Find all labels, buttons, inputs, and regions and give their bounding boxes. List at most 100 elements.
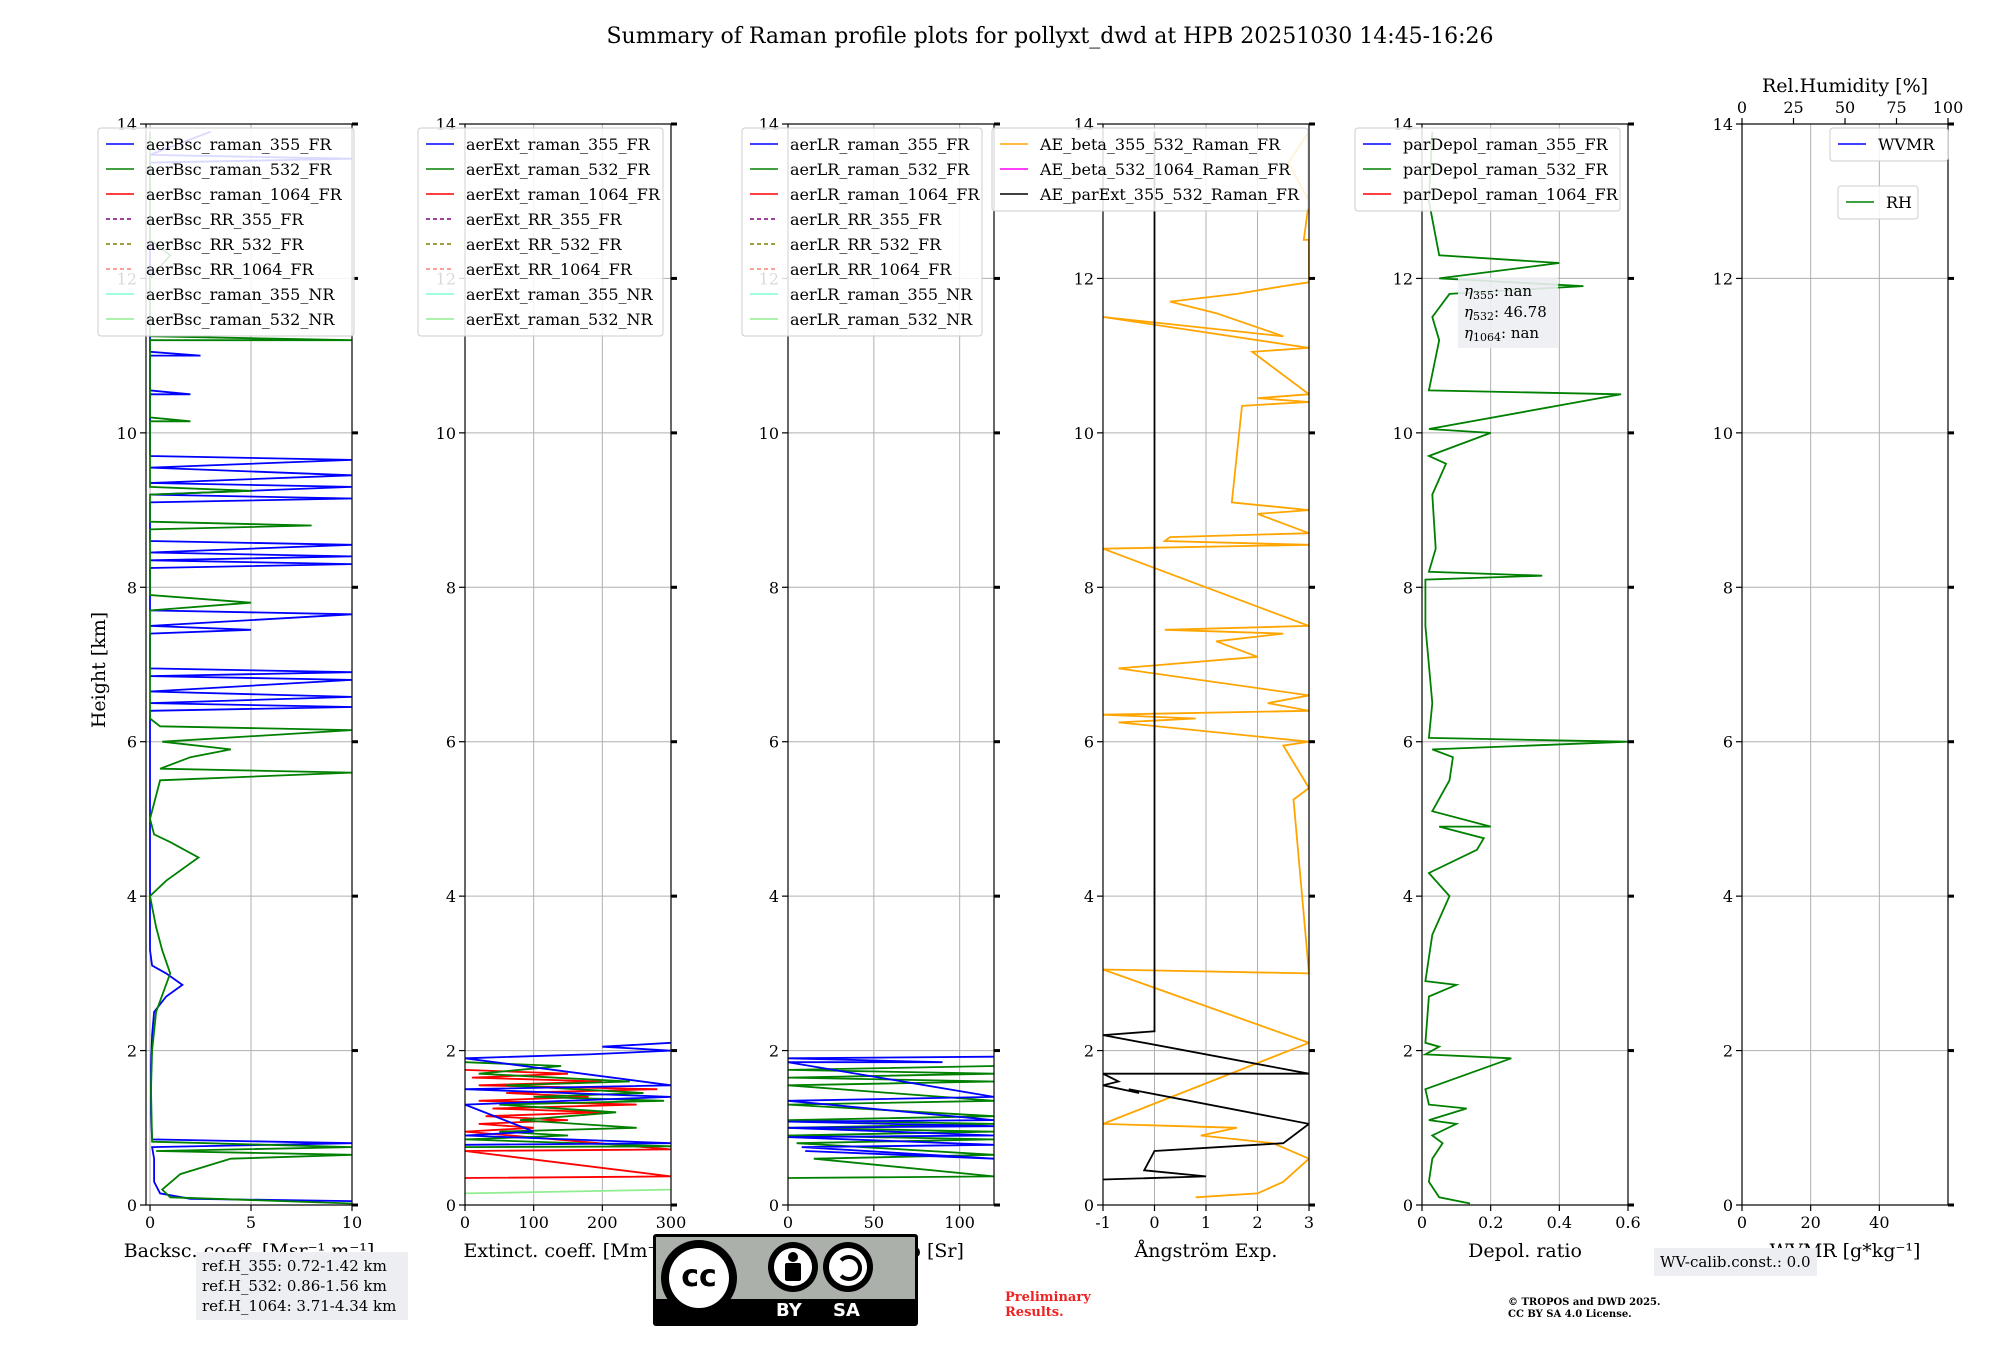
x-axis-label: Ångström Exp. (1134, 1240, 1278, 1262)
legend-entry-parDepol_raman_532_FR: parDepol_raman_532_FR (1403, 160, 1609, 179)
y-tick-label: 0 (446, 1196, 456, 1215)
legend-entry-aerExt_raman_1064_FR: aerExt_raman_1064_FR (466, 185, 661, 204)
y-tick-label: 4 (1084, 887, 1094, 906)
x-tick-label: 0 (1149, 1213, 1159, 1232)
legend-entry-aerBsc_raman_532_NR: aerBsc_raman_532_NR (146, 310, 335, 329)
x2-tick-label: 25 (1783, 98, 1803, 117)
x2-tick-label: 100 (1933, 98, 1964, 117)
legend-entry-aerExt_RR_532_FR: aerExt_RR_532_FR (466, 235, 623, 254)
y-tick-label: 2 (127, 1042, 137, 1061)
y-tick-label: 0 (1403, 1196, 1413, 1215)
y-tick-label: 2 (1403, 1042, 1413, 1061)
legend-frame (1354, 127, 1621, 212)
axes-frame (464, 123, 672, 1206)
legend-ae: AE_beta_355_532_Raman_FR AE_beta_532_1064… (991, 127, 1309, 212)
legend-entry-aerBsc_RR_1064_FR: aerBsc_RR_1064_FR (146, 260, 315, 279)
x-tick-label: 0 (145, 1213, 155, 1232)
copyright-note: © TROPOS and DWD 2025. CC BY SA 4.0 Lice… (1508, 1297, 1660, 1321)
series-line-aerLR_raman_355_FR (788, 1055, 994, 1160)
legend-entry-aerExt_RR_355_FR: aerExt_RR_355_FR (466, 210, 623, 229)
eta-value-1064: η1064: nan (1464, 324, 1539, 344)
y-tick-label: 8 (1723, 578, 1733, 597)
y-tick-label: 10 (436, 424, 456, 443)
cc-logo-text: cc (669, 1248, 729, 1308)
x-axis-label: Extinct. coeff. [Mm⁻¹] (463, 1240, 672, 1262)
series-line-parDepol_raman_532_FR (1422, 131, 1628, 1205)
legend-depol: parDepol_raman_355_FR parDepol_raman_532_… (1354, 127, 1621, 212)
x-tick-label: 100 (944, 1213, 975, 1232)
legend-frame (991, 127, 1309, 212)
legend-wvmr: WVMR (1829, 127, 1949, 162)
legend-entry-aerLR_raman_355_NR: aerLR_raman_355_NR (790, 285, 973, 304)
legend-ext: aerExt_raman_355_FR aerExt_raman_532_FRae… (417, 127, 664, 337)
x-tick-label: 40 (1869, 1213, 1889, 1232)
legend-entry-aerExt_raman_355_NR: aerExt_raman_355_NR (466, 285, 654, 304)
eta-annotation-bg (1458, 278, 1558, 348)
x2-tick-label: 75 (1886, 98, 1906, 117)
axes-frame (1741, 123, 1949, 1206)
legend-entry-aerBsc_RR_532_FR: aerBsc_RR_532_FR (146, 235, 304, 254)
legend-entry-aerLR_raman_532_NR: aerLR_raman_532_NR (790, 310, 973, 329)
series-line-aerExt_raman_532_NR (465, 1188, 671, 1195)
x-tick-label: 0.4 (1547, 1213, 1572, 1232)
panel-bsc: 024681012140510Backsc. coeff. [Msr⁻¹ m⁻¹… (97, 115, 374, 1262)
legend-entry-aerExt_raman_355_FR: aerExt_raman_355_FR (466, 135, 651, 154)
legend-frame (417, 127, 664, 337)
wv-calibration-constant: WV-calib.const.: 0.0 (1660, 1253, 1811, 1271)
y-tick-label: 0 (127, 1196, 137, 1215)
legend-entry-aerLR_RR_355_FR: aerLR_RR_355_FR (790, 210, 942, 229)
legend-entry-aerLR_raman_1064_FR: aerLR_raman_1064_FR (790, 185, 980, 204)
sa-sharealike-icon (823, 1242, 873, 1292)
preliminary-results-note: Preliminary Results. (1005, 1290, 1091, 1320)
x-tick-label: 200 (587, 1213, 618, 1232)
x-axis-label: Depol. ratio (1468, 1240, 1582, 1262)
y-tick-label: 8 (1084, 578, 1094, 597)
ref-height-532: ref.H_532: 0.86-1.56 km (202, 1277, 387, 1295)
x-tick-label: 0 (1417, 1213, 1427, 1232)
y-tick-label: 4 (769, 887, 779, 906)
x2-tick-label: 0 (1737, 98, 1747, 117)
x-tick-label: 5 (246, 1213, 256, 1232)
y-tick-label: 6 (127, 733, 137, 752)
legend-entry-aerExt_RR_1064_FR: aerExt_RR_1064_FR (466, 260, 633, 279)
y-tick-label: 6 (769, 733, 779, 752)
x-tick-label: 300 (656, 1213, 687, 1232)
x-tick-label: 0.6 (1615, 1213, 1640, 1232)
y-tick-label: 4 (446, 887, 456, 906)
series-line-aerLR_raman_532_FR (788, 1065, 994, 1179)
y-tick-label: 4 (1723, 887, 1733, 906)
y-tick-label: 0 (1723, 1196, 1733, 1215)
legend-entry-AE_parExt_355_532_Raman_FR: AE_parExt_355_532_Raman_FR (1039, 185, 1300, 204)
series-line-AE_beta_355_532_Raman_FR (1103, 131, 1309, 1199)
y-tick-label: 8 (1403, 578, 1413, 597)
legend-frame (1837, 185, 1919, 220)
y-tick-label: 10 (1074, 424, 1094, 443)
y-tick-label: 12 (1393, 269, 1413, 288)
y-tick-label: 12 (1713, 269, 1733, 288)
legend-entry-aerBsc_raman_532_FR: aerBsc_raman_532_FR (146, 160, 332, 179)
y-tick-label: 8 (127, 578, 137, 597)
figure-title: Summary of Raman profile plots for polly… (606, 24, 1493, 49)
legend-entry-aerLR_RR_532_FR: aerLR_RR_532_FR (790, 235, 942, 254)
ref-height-1064: ref.H_1064: 3.71-4.34 km (202, 1297, 397, 1315)
series-line-AE_parExt_355_532_Raman_FR (1103, 131, 1309, 1181)
x-tick-label: 2 (1252, 1213, 1262, 1232)
x-tick-label: -1 (1095, 1213, 1111, 1232)
legend-entry-RH: RH (1886, 193, 1912, 212)
legend-entry-aerExt_raman_532_FR: aerExt_raman_532_FR (466, 160, 651, 179)
legend-entry-aerBsc_raman_355_NR: aerBsc_raman_355_NR (146, 285, 335, 304)
x-tick-label: 100 (518, 1213, 549, 1232)
legend-entry-aerLR_raman_355_FR: aerLR_raman_355_FR (790, 135, 970, 154)
legend-frame (1829, 127, 1949, 162)
legend-entry-aerBsc_raman_355_FR: aerBsc_raman_355_FR (146, 135, 332, 154)
y-tick-label: 10 (759, 424, 779, 443)
by-attribution-icon (768, 1242, 818, 1292)
x-tick-label: 0 (460, 1213, 470, 1232)
x-tick-label: 20 (1800, 1213, 1820, 1232)
x-tick-label: 1 (1201, 1213, 1211, 1232)
y-tick-label: 10 (1713, 424, 1733, 443)
